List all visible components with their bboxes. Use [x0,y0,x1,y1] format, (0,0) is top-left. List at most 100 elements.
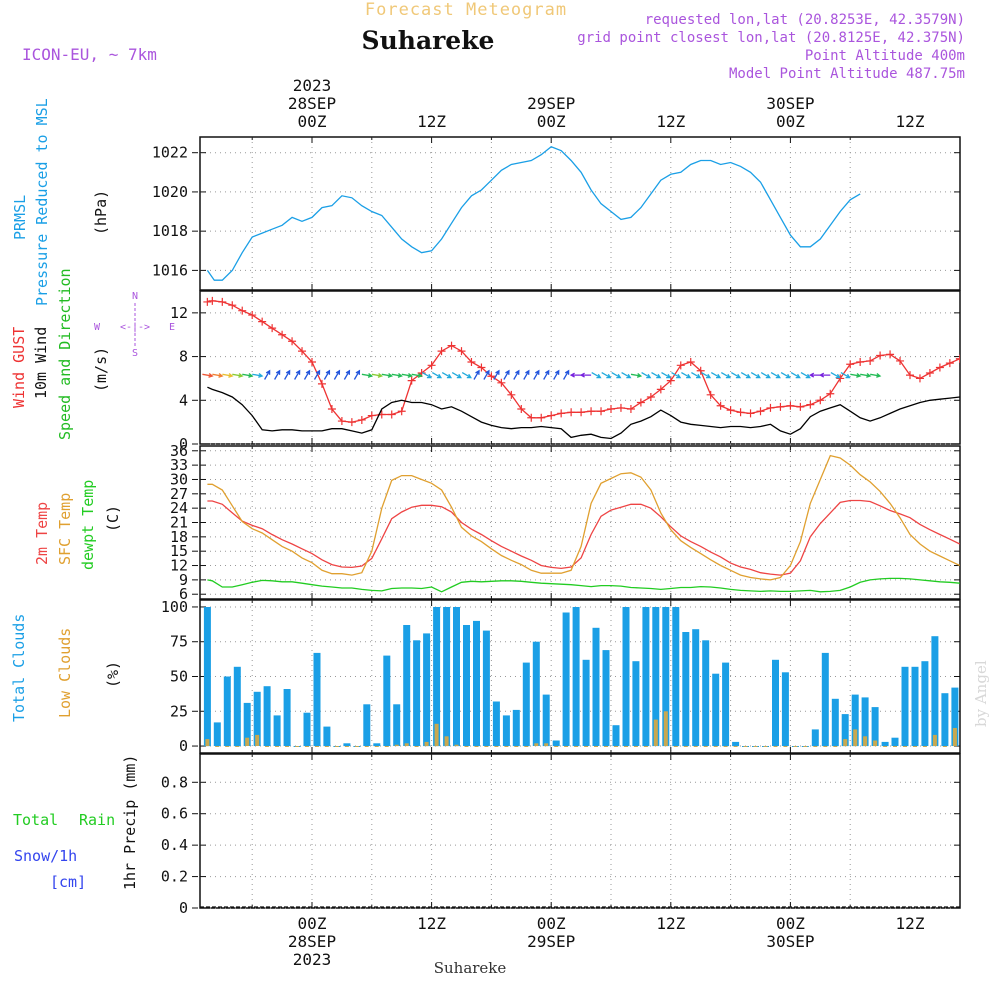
wind-arrow [232,372,244,378]
gust-marker [935,363,944,372]
bar [413,640,421,746]
time-label-top: 29SEP [527,94,575,113]
time-label-top: 12Z [656,112,685,131]
y-tick-label: 1020 [152,183,188,201]
bar [564,746,569,747]
y-tick-label: 30 [170,470,188,488]
label-10m-wind: 10m Wind [32,327,50,399]
bar [215,746,220,747]
gust-marker [776,402,785,411]
bar [223,676,231,746]
bar [463,625,470,746]
panel-frame [199,753,961,909]
bar [871,707,879,746]
label-total: Total [13,811,58,829]
y-tick-label: 8 [179,348,188,366]
gust-marker [577,408,586,417]
wind-arrow [391,372,403,378]
y-tick-label: 50 [170,668,188,686]
bar [672,607,680,747]
wind-arrow [780,372,791,379]
wind-arrow [431,372,443,379]
label-2m-temp: 2m Temp [33,502,51,565]
gust-marker [756,407,765,416]
bar [245,737,250,746]
bar [643,746,648,747]
gust-marker [218,297,227,306]
bar [532,641,540,746]
unit-hpa: (hPa) [92,190,110,235]
gust-marker [407,376,416,385]
bar [713,746,718,747]
unit-precip: 1hr Precip (mm) [121,755,139,890]
model-point-altitude: Model Point Altitude 487.75m [729,66,965,82]
gust-marker [567,408,576,417]
wind-arrow [770,372,781,379]
bar [743,746,748,747]
wind-arrow [750,372,761,379]
wind-arrow [630,372,643,378]
bar [404,743,409,747]
gust-marker [397,407,406,416]
gust-marker [716,401,725,410]
y-tick-label: 0 [179,435,188,453]
bar [783,746,788,747]
gust-marker [517,405,526,414]
time-label-top: 30SEP [766,94,814,113]
compass-e: E [169,322,175,333]
wind-arrow [671,372,682,379]
label-dewpt-temp: dewpt Temp [79,480,97,570]
footer-location: Suhareke [434,959,507,977]
y-tick-label: 0.2 [161,868,188,886]
bar [931,636,939,747]
wind-arrow [483,369,490,380]
bar [624,746,628,747]
wind-arrow [313,369,321,380]
gust-marker [317,379,326,388]
time-label-top: 00Z [537,112,566,131]
bar [893,746,897,747]
bar [921,661,929,746]
wind-arrow [543,369,550,380]
bar [574,746,579,747]
gust-marker [467,358,476,367]
bar [813,746,818,747]
time-label-bottom: 00Z [537,914,566,933]
unit-percent: (%) [104,661,122,688]
compass-n: N [132,291,138,302]
bar [374,746,379,747]
bar [941,693,949,747]
wind-arrow [212,372,224,378]
bar [315,746,319,747]
bar [891,737,899,746]
label-wind-gust: Wind GUST [10,327,28,408]
gust-marker [806,400,815,409]
panel-content [203,607,977,747]
bar [373,743,381,747]
gust-marker [796,402,805,411]
gust-marker [208,296,217,305]
gust-marker [337,417,346,426]
bar [343,743,351,747]
wind-arrow [830,372,841,379]
wind-arrow [840,372,851,379]
gust-marker [298,347,307,356]
gust-marker [736,408,745,417]
gust-marker [477,363,486,372]
bar [973,746,977,747]
wind-arrow [760,372,771,379]
label-pressure-msl: Pressure Reduced to MSL [33,98,51,306]
y-tick-label: 1022 [152,144,188,162]
wind-arrow [790,372,801,379]
wind-arrow [252,372,264,378]
panel-precip: 0 0.2 0.4 0.6 0.8 [161,753,961,917]
time-label-top: 00Z [298,112,327,131]
bar [512,709,520,747]
wind-arrow [493,369,500,380]
gust-marker [706,390,715,399]
bar [504,746,509,747]
bar [851,694,859,747]
panel-clouds: 0 25 50 75 100 [161,598,977,755]
unit-ms: (m/s) [92,347,110,392]
